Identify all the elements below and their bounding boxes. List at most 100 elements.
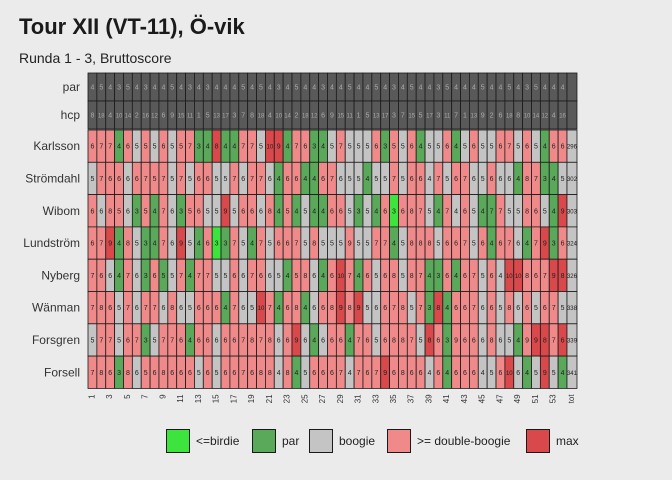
row-karlsson-cell-value: 7: [241, 144, 245, 151]
x-tick-label: 7: [141, 394, 150, 399]
row-wänman-cell-value: 6: [241, 305, 245, 312]
row-lundström-cell-value: 5: [401, 241, 405, 248]
row-strömdahl-cell-value: 6: [108, 176, 112, 183]
row-forsell-cell-value: 6: [312, 370, 316, 377]
row-strömdahl-cell-value: 7: [179, 176, 183, 183]
row-lundström-cell-value: 7: [534, 241, 538, 248]
row-hcp-cell-value: 4: [552, 113, 556, 120]
row-lundström-cell-value: 6: [481, 241, 485, 248]
row-nyberg-cell-value: 6: [383, 273, 387, 280]
row-nyberg-cell-value: 4: [117, 273, 121, 280]
row-wibom-cell-value: 5: [516, 208, 520, 215]
row-par-cell-value: 4: [339, 85, 343, 92]
row-forsgren-cell-value: 6: [215, 337, 219, 344]
row-nyberg-cell-value: 8: [525, 273, 529, 280]
row-wibom-cell-value: 8: [268, 208, 272, 215]
legend-item-max: max: [526, 429, 579, 453]
row-lundström-cell-value: 7: [161, 241, 165, 248]
row-forsell-cell-value: 9: [543, 370, 547, 377]
row-lundström-cell-value: 7: [259, 241, 263, 248]
row-karlsson-cell-value: 8: [215, 144, 219, 151]
row-forsgren-cell-value: 6: [481, 337, 485, 344]
row-par-cell-value: 4: [135, 85, 139, 92]
row-strömdahl-cell-value: 7: [250, 176, 254, 183]
row-wänman-cell-value: 6: [206, 305, 210, 312]
row-strömdahl-cell-value: 6: [268, 176, 272, 183]
row-wänman-cell-value: 7: [232, 305, 236, 312]
x-tick-label: 19: [247, 394, 256, 403]
row-forsgren-cell-value: 7: [259, 337, 263, 344]
row-par-cell-value: 4: [552, 85, 556, 92]
row-hcp-cell-value: 3: [232, 113, 236, 120]
x-tick-label: 45: [478, 394, 487, 403]
x-tick-label: 29: [336, 394, 345, 403]
row-karlsson-cell-value: 4: [117, 144, 121, 151]
row-wibom-cell-value: 6: [90, 208, 94, 215]
row-par-cell-value: 4: [224, 85, 228, 92]
row-par-cell-value: 4: [330, 85, 334, 92]
row-nyberg-cell-value: 6: [241, 273, 245, 280]
row-karlsson-cell-value: 3: [383, 144, 387, 151]
row-par-cell-value: 4: [454, 85, 458, 92]
row-forsell-cell-value: 6: [321, 370, 325, 377]
row-lundström-cell-value: 6: [445, 241, 449, 248]
row-forsell-cell-value: 6: [206, 370, 210, 377]
legend-item-birdie: <=birdie: [166, 429, 239, 453]
row-par-cell-value: 4: [108, 85, 112, 92]
row-forsell-cell-value: 6: [392, 370, 396, 377]
row-forsell-cell-value: 8: [259, 370, 263, 377]
row-forsgren-cell-value: 7: [135, 337, 139, 344]
row-par-cell-value: 4: [161, 85, 165, 92]
row-forsell-cell-value: 8: [99, 370, 103, 377]
row-karlsson-cell-value: 6: [561, 144, 565, 151]
row-forsell-cell-value: 6: [454, 370, 458, 377]
row-strömdahl-cell-value: 4: [516, 176, 520, 183]
row-nyberg-cell-value: 8: [561, 273, 565, 280]
row-par-cell-value: 5: [241, 85, 245, 92]
row-forsgren-cell-value: 6: [365, 337, 369, 344]
row-lundström-cell-value: 5: [268, 241, 272, 248]
row-lundström-cell-value: 6: [516, 241, 520, 248]
row-strömdahl-cell-value: 7: [144, 176, 148, 183]
row-wibom-cell-value: 6: [170, 208, 174, 215]
row-forsgren-cell-value: 5: [374, 337, 378, 344]
row-forsgren-cell-value: 7: [99, 337, 103, 344]
row-hcp-cell-value: 12: [151, 114, 158, 120]
row-forsell-cell-value: 8: [161, 370, 165, 377]
row-karlsson-cell-value: 6: [445, 144, 449, 151]
row-nyberg-cell-value: 6: [490, 273, 494, 280]
row-lundström-cell-value: 8: [410, 241, 414, 248]
row-hcp-cell-value: 9: [170, 113, 174, 120]
row-wänman-cell-value: 5: [250, 305, 254, 312]
row-wibom-cell-value: 8: [410, 208, 414, 215]
row-wänman-cell-value: 6: [135, 305, 139, 312]
row-nyberg-cell-value: 6: [135, 273, 139, 280]
row-forsgren-cell-value: 4: [516, 337, 520, 344]
row-nyberg-cell-value: 8: [392, 273, 396, 280]
row-nyberg-cell-value: 6: [330, 273, 334, 280]
x-tick-label: 31: [354, 394, 363, 403]
row-karlsson-cell-value: 4: [454, 144, 458, 151]
x-tick-label: 17: [229, 394, 238, 403]
row-karlsson-cell-value: 4: [419, 144, 423, 151]
row-forsgren-cell-value: 7: [410, 337, 414, 344]
row-lundström-cell-value: 6: [499, 241, 503, 248]
row-lundström-cell-value: 9: [543, 241, 547, 248]
row-strömdahl-cell-value: 3: [543, 176, 547, 183]
row-forsgren-cell-value: 7: [241, 337, 245, 344]
row-hcp-cell-value: 14: [284, 114, 291, 120]
row-wänman-cell-value: 6: [161, 305, 165, 312]
row-wänman-cell-value: 5: [188, 305, 192, 312]
row-lundström-cell-value: 7: [374, 241, 378, 248]
row-forsell-cell-value: 7: [90, 370, 94, 377]
row-lundström-cell-value: 4: [392, 241, 396, 248]
row-karlsson-cell-value: 5: [153, 144, 157, 151]
row-forsgren-cell-value: 6: [436, 337, 440, 344]
row-nyberg-cell-value: 5: [224, 273, 228, 280]
row-strömdahl-cell-value: 6: [206, 176, 210, 183]
row-lundström-cell-value: 9: [348, 241, 352, 248]
row-wibom-cell-value: 5: [206, 208, 210, 215]
row-nyberg-cell-value: 4: [357, 273, 361, 280]
row-wibom-label: Wibom: [43, 204, 80, 218]
row-wänman-cell-value: 7: [419, 305, 423, 312]
